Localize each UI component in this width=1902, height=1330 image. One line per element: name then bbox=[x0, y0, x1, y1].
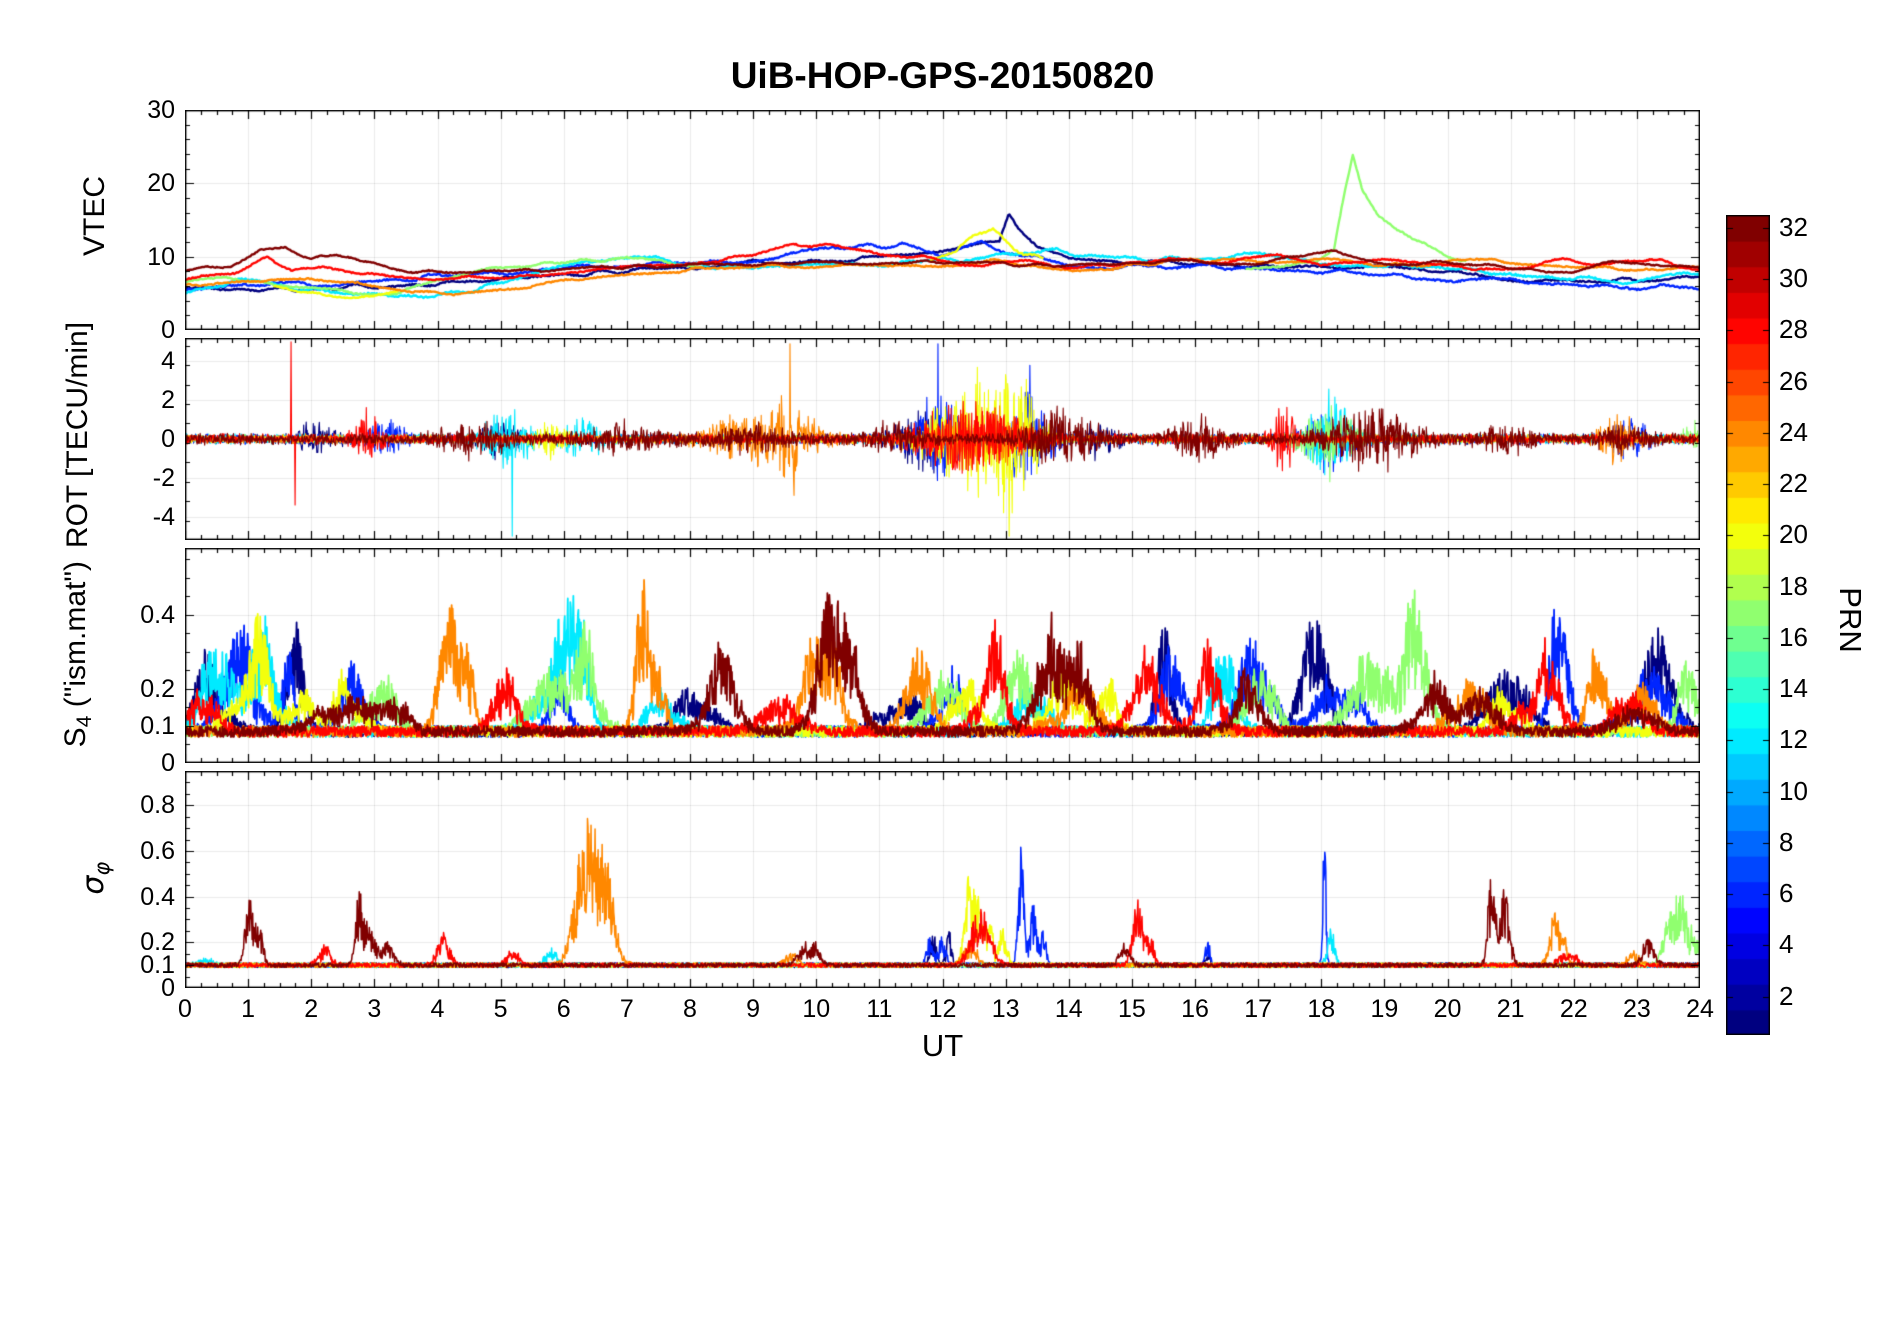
x-tick-label: 7 bbox=[619, 995, 634, 1023]
y-tick-label: 0.8 bbox=[140, 791, 175, 820]
colorbar-tick-label: 22 bbox=[1779, 468, 1808, 499]
x-tick-label: 0 bbox=[178, 995, 192, 1023]
sigma-phi-plot-canvas bbox=[185, 771, 1700, 988]
colorbar-label: PRN bbox=[1833, 587, 1868, 653]
x-tick-label: 14 bbox=[1054, 995, 1083, 1023]
colorbar-tick-label: 18 bbox=[1779, 570, 1808, 601]
x-tick-label: 18 bbox=[1307, 995, 1336, 1023]
y-tick-label: 0 bbox=[161, 425, 175, 453]
x-tick-label: 22 bbox=[1559, 995, 1588, 1023]
colorbar-tick-label: 14 bbox=[1779, 673, 1808, 704]
x-tick-label: 2 bbox=[304, 995, 319, 1023]
x-tick-label: 6 bbox=[556, 995, 571, 1023]
x-tick-label: 11 bbox=[866, 995, 893, 1023]
y-tick-label: 4 bbox=[161, 347, 175, 376]
y-tick-label: 20 bbox=[147, 169, 175, 198]
x-tick-label: 16 bbox=[1181, 995, 1209, 1023]
colorbar-tick-label: 12 bbox=[1779, 724, 1808, 755]
colorbar-tick-label: 28 bbox=[1779, 314, 1808, 345]
x-tick-label: 21 bbox=[1496, 995, 1525, 1023]
x-tick-label: 23 bbox=[1622, 995, 1651, 1023]
y-tick-label: -2 bbox=[152, 463, 175, 492]
rot-plot-canvas bbox=[185, 338, 1700, 540]
colorbar-tick-label: 16 bbox=[1779, 621, 1808, 652]
colorbar-tick-label: 8 bbox=[1779, 826, 1794, 857]
colorbar-tick-label: 6 bbox=[1779, 878, 1794, 909]
y-tick-label: 0 bbox=[161, 974, 175, 1002]
x-tick-label: 5 bbox=[493, 995, 508, 1023]
vtec-plot-canvas bbox=[185, 110, 1700, 330]
x-tick-label: 4 bbox=[430, 995, 445, 1023]
y-tick-label: 0 bbox=[161, 316, 175, 344]
x-tick-label: 1 bbox=[241, 995, 256, 1023]
x-tick-label: 15 bbox=[1117, 995, 1146, 1023]
y-tick-label: 0.6 bbox=[140, 836, 175, 865]
y-tick-label: 0.1 bbox=[140, 711, 175, 740]
colorbar-tick-label: 26 bbox=[1779, 365, 1808, 396]
x-tick-label: 17 bbox=[1244, 995, 1273, 1023]
s4-plot-canvas bbox=[185, 548, 1700, 763]
y-tick-label: 0.2 bbox=[140, 928, 175, 957]
colorbar-tick-label: 2 bbox=[1779, 980, 1794, 1011]
colorbar-tick-label: 20 bbox=[1779, 519, 1808, 550]
colorbar-tick-label: 30 bbox=[1779, 263, 1808, 294]
y-tick-label: 10 bbox=[147, 242, 175, 271]
y-tick-label: 30 bbox=[147, 96, 175, 124]
x-axis-label: UT bbox=[921, 1028, 964, 1063]
x-tick-label: 8 bbox=[683, 995, 697, 1023]
y-tick-label: 0.1 bbox=[140, 951, 175, 980]
colorbar-tick-label: 24 bbox=[1779, 416, 1808, 447]
prn-colorbar bbox=[1726, 215, 1770, 1035]
y-tick-label: 0.4 bbox=[140, 882, 175, 911]
y-tick-label: 2 bbox=[161, 386, 175, 415]
y-tick-label: 0.4 bbox=[140, 600, 175, 629]
colorbar-tick-label: 10 bbox=[1779, 775, 1808, 806]
colorbar-tick-label: 4 bbox=[1779, 929, 1794, 960]
y-tick-label: -4 bbox=[152, 502, 175, 531]
x-tick-label: 12 bbox=[928, 995, 957, 1023]
y-tick-label: 0.2 bbox=[140, 674, 175, 703]
y-tick-label: 0 bbox=[161, 749, 175, 777]
x-tick-label: 3 bbox=[367, 995, 382, 1023]
x-tick-label: 10 bbox=[802, 995, 831, 1023]
colorbar-tick-label: 32 bbox=[1779, 211, 1808, 242]
x-tick-label: 24 bbox=[1686, 995, 1714, 1023]
x-tick-label: 20 bbox=[1433, 995, 1462, 1023]
x-tick-label: 13 bbox=[991, 995, 1020, 1023]
x-tick-label: 19 bbox=[1370, 995, 1399, 1023]
x-tick-label: 9 bbox=[746, 995, 761, 1023]
chart-title: UiB-HOP-GPS-20150820 bbox=[730, 55, 1155, 96]
